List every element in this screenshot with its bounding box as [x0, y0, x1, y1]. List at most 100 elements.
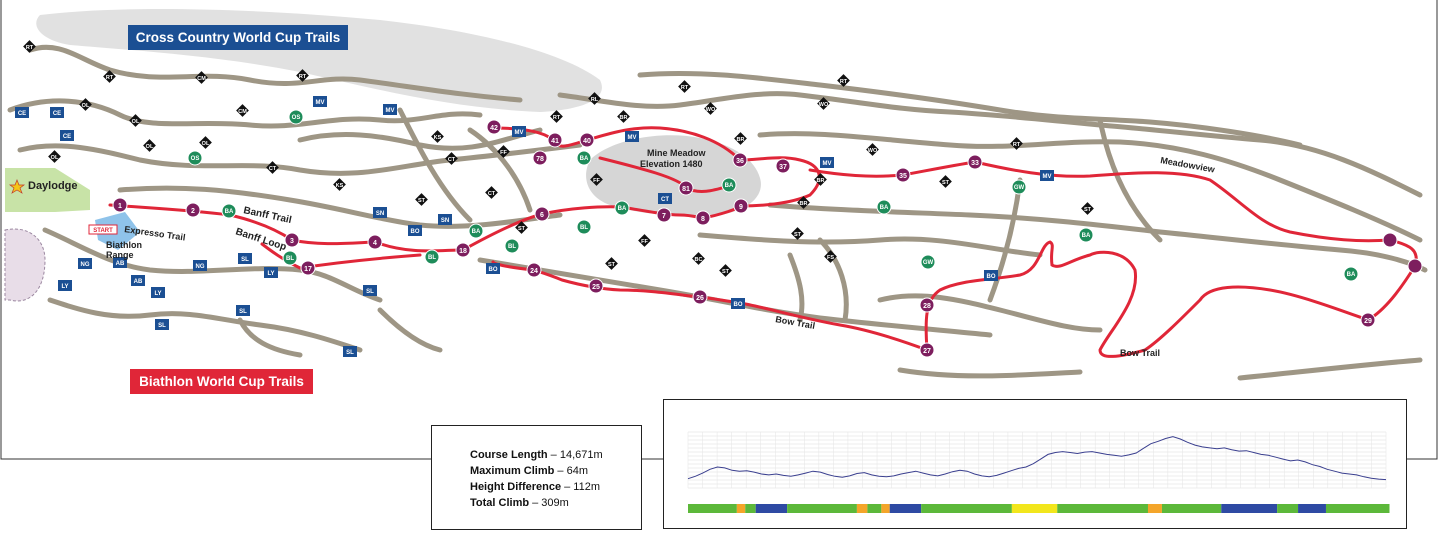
svg-text:81: 81 [682, 186, 690, 193]
elevation-profile-box [663, 399, 1407, 529]
svg-text:SN: SN [441, 218, 449, 224]
svg-text:BR: BR [817, 178, 825, 184]
checkpoint-35: 35 [895, 167, 911, 183]
svg-text:CM: CM [197, 76, 206, 82]
mine-meadow-area [586, 135, 761, 217]
svg-text:BL: BL [508, 244, 516, 250]
daylodge-star-icon [8, 179, 26, 194]
checkpoint-3: 3 [284, 232, 300, 248]
svg-text:9: 9 [739, 204, 743, 211]
svg-text:CE: CE [18, 111, 26, 117]
svg-text:SL: SL [346, 350, 354, 356]
checkpoint-4: 4 [367, 234, 383, 250]
difficulty-band [745, 504, 756, 513]
difficulty-band [1298, 504, 1326, 513]
svg-text:BL: BL [580, 225, 588, 231]
svg-text:CM: CM [238, 109, 247, 115]
svg-text:GW: GW [1014, 185, 1025, 191]
svg-text:LY: LY [61, 284, 68, 290]
checkpoint-28: 28 [919, 297, 935, 313]
difficulty-band [921, 504, 1012, 513]
svg-text:NG: NG [196, 264, 205, 270]
svg-text:BA: BA [725, 183, 734, 189]
svg-text:CT: CT [661, 197, 669, 203]
svg-text:CE: CE [53, 111, 61, 117]
svg-text:17: 17 [304, 266, 312, 273]
checkpoint-25: 25 [588, 278, 604, 294]
checkpoint-41: 41 [547, 132, 563, 148]
biathlon-range-label-2: Range [106, 250, 134, 260]
checkpoint-33: 33 [967, 154, 983, 170]
svg-text:BR: BR [620, 115, 628, 121]
svg-text:BA: BA [225, 209, 234, 215]
svg-text:FF: FF [593, 178, 600, 184]
svg-text:ST: ST [794, 232, 802, 238]
difficulty-band [1221, 504, 1278, 513]
trail-signs-blue: CE CE CE MV MV MV MV MV MV SN SN BO BO B… [15, 96, 1054, 357]
svg-text:BA: BA [580, 156, 589, 162]
cross-country-title: Cross Country World Cup Trails [128, 25, 348, 50]
svg-text:BR: BR [800, 201, 808, 207]
svg-text:RT: RT [681, 85, 689, 91]
svg-text:SL: SL [366, 289, 374, 295]
svg-text:MV: MV [823, 161, 832, 167]
svg-text:AB: AB [116, 261, 125, 267]
svg-text:ST: ST [418, 198, 426, 204]
daylodge-area [5, 168, 90, 212]
svg-text:29: 29 [1364, 318, 1372, 325]
svg-text:CT: CT [448, 157, 456, 163]
svg-text:BO: BO [411, 229, 420, 235]
svg-text:ST: ST [608, 262, 616, 268]
height-diff-line: Height Difference – 112m [470, 481, 601, 493]
svg-text:BR: BR [737, 137, 745, 143]
svg-text:RL: RL [591, 97, 599, 103]
svg-text:BC: BC [695, 257, 703, 263]
svg-text:MV: MV [316, 100, 325, 106]
svg-text:BL: BL [428, 255, 436, 261]
checkpoint-8: 8 [695, 210, 711, 226]
total-climb-line: Total Climb – 309m [470, 497, 569, 509]
difficulty-band [1057, 504, 1148, 513]
range-building-area [4, 228, 46, 302]
svg-text:42: 42 [490, 125, 498, 132]
svg-text:LY: LY [267, 271, 274, 277]
max-climb-line: Maximum Climb – 64m [470, 465, 588, 477]
svg-text:BA: BA [1347, 272, 1356, 278]
svg-text:OL: OL [51, 155, 59, 161]
trail-signs-green: OS OS BA BA BA BA BA BA BA BA BL BL BL B… [187, 109, 1359, 282]
svg-text:MV: MV [515, 130, 524, 136]
checkpoint-7: 7 [656, 207, 672, 223]
checkpoint-29: 29 [1360, 312, 1376, 328]
svg-text:OL: OL [146, 144, 154, 150]
svg-text:ST: ST [1084, 207, 1092, 213]
biathlon-range-label: Biathlon [106, 240, 142, 250]
svg-text:KS: KS [336, 183, 344, 189]
svg-text:BA: BA [1082, 233, 1091, 239]
svg-text:RT: RT [299, 74, 307, 80]
checkpoint-unlabeled-east [1382, 232, 1398, 248]
svg-text:37: 37 [779, 164, 787, 171]
svg-text:FF: FF [641, 239, 648, 245]
svg-text:START: START [93, 228, 113, 234]
svg-text:41: 41 [551, 138, 559, 145]
checkpoint-40: 40 [579, 132, 595, 148]
svg-text:78: 78 [536, 156, 544, 163]
svg-text:SL: SL [158, 323, 166, 329]
svg-text:MV: MV [1043, 174, 1052, 180]
svg-text:OL: OL [132, 119, 140, 125]
svg-text:BA: BA [618, 206, 627, 212]
svg-text:BA: BA [472, 229, 481, 235]
difficulty-band [1277, 504, 1299, 513]
mine-meadow-label: Mine Meadow [647, 148, 707, 158]
svg-text:RT: RT [840, 79, 848, 85]
svg-text:CT: CT [269, 166, 277, 172]
svg-text:SL: SL [241, 257, 249, 263]
difficulty-band [787, 504, 857, 513]
checkpoint-36: 36 [732, 152, 748, 168]
checkpoint-26: 26 [692, 289, 708, 305]
svg-text:BO: BO [734, 302, 743, 308]
svg-text:OS: OS [191, 156, 200, 162]
checkpoint-1: 1 [112, 197, 128, 213]
svg-text:MV: MV [386, 108, 395, 114]
difficulty-band [688, 504, 737, 513]
